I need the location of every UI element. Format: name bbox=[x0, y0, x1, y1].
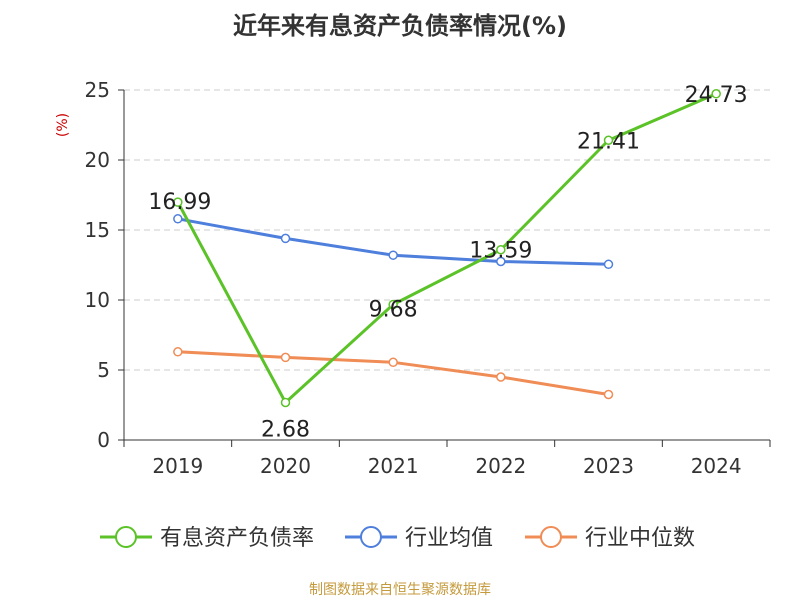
data-point bbox=[603, 259, 614, 270]
data-label: 9.68 bbox=[369, 297, 418, 322]
legend-item[interactable]: 有息资产负债率 bbox=[100, 526, 314, 551]
series-line-0 bbox=[176, 92, 717, 404]
legend-marker bbox=[115, 526, 137, 548]
data-point bbox=[496, 244, 506, 255]
data-point bbox=[603, 389, 614, 400]
y-tick-label: 0 bbox=[97, 428, 110, 452]
data-point bbox=[388, 299, 398, 310]
y-tick-label: 15 bbox=[85, 218, 110, 242]
y-tick-label: 25 bbox=[85, 78, 110, 102]
data-point bbox=[388, 250, 398, 260]
source-note: 制图数据来自恒生聚源数据库 bbox=[309, 582, 491, 598]
legend-label: 有息资产负债率 bbox=[160, 526, 314, 551]
data-point bbox=[496, 372, 506, 382]
data-point bbox=[603, 135, 614, 146]
data-point bbox=[496, 256, 506, 267]
data-point bbox=[280, 352, 291, 363]
data-point bbox=[280, 397, 291, 408]
data-point bbox=[711, 89, 721, 99]
data-label: 13.59 bbox=[469, 239, 532, 264]
data-label: 16.99 bbox=[148, 190, 211, 215]
data-point bbox=[173, 197, 183, 207]
x-tick-label: 2022 bbox=[475, 454, 526, 478]
data-label: 21.41 bbox=[577, 129, 640, 154]
data-point bbox=[388, 357, 398, 368]
legend-label: 行业均值 bbox=[405, 526, 493, 551]
x-tick-label: 2024 bbox=[691, 454, 742, 478]
series-layer bbox=[173, 89, 721, 408]
data-label: 2.68 bbox=[261, 417, 310, 442]
data-point bbox=[173, 347, 183, 357]
y-tick-label: 20 bbox=[85, 148, 110, 172]
data-labels: 16.99 2.68 9.68 13.59 21.41 24.73 bbox=[148, 83, 747, 443]
legend-item[interactable]: 行业中位数 bbox=[525, 526, 695, 551]
x-tick-label: 2023 bbox=[583, 454, 634, 478]
x-tick-label: 2020 bbox=[260, 454, 311, 478]
grid-lines bbox=[124, 89, 770, 371]
legend-label: 行业中位数 bbox=[585, 526, 695, 551]
x-tick-label: 2021 bbox=[368, 454, 419, 478]
legend-marker bbox=[540, 526, 562, 548]
data-label: 24.73 bbox=[685, 83, 748, 108]
legend-marker bbox=[360, 526, 382, 548]
x-tick-label: 2019 bbox=[152, 454, 203, 478]
legend-item[interactable]: 行业均值 bbox=[345, 526, 493, 551]
y-axis-label: (%) bbox=[55, 113, 71, 137]
axes: 0 5 10 15 20 25 2019 2020 2021 2022 2023 2024 bbox=[85, 78, 771, 478]
data-point bbox=[173, 214, 183, 224]
data-point bbox=[280, 233, 291, 244]
chart-title: 近年来有息资产负债率情况(%) bbox=[233, 12, 567, 40]
legend[interactable]: 有息资产负债率 行业均值 行业中位数 bbox=[100, 526, 695, 551]
y-tick-label: 10 bbox=[85, 288, 110, 312]
y-tick-label: 5 bbox=[97, 358, 110, 382]
